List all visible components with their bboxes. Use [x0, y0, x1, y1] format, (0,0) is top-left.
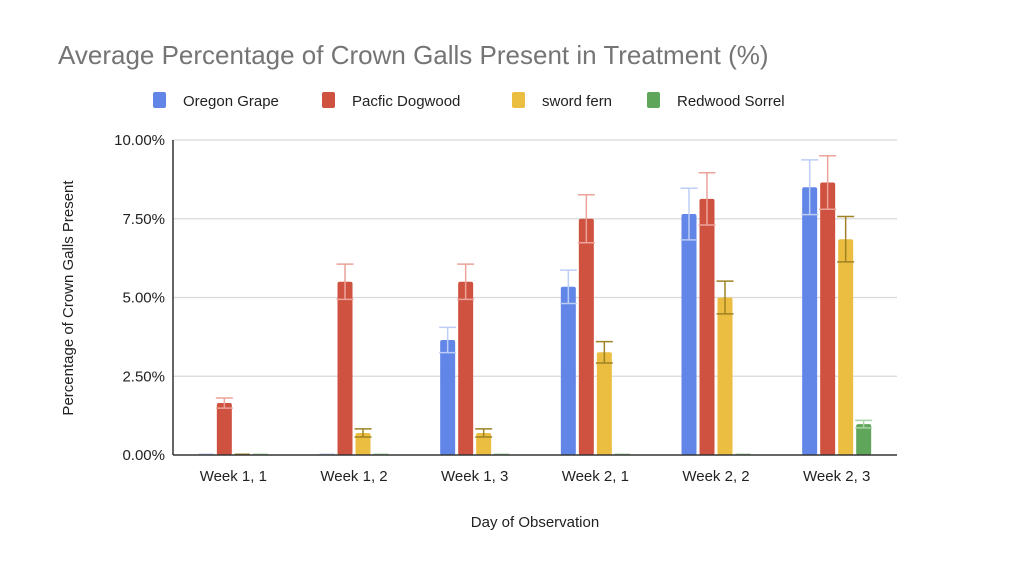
legend-item[interactable]: sword fern — [512, 92, 612, 110]
y-tick-label: 2.50% — [122, 368, 165, 385]
error-bar — [336, 263, 354, 301]
error-bar — [439, 326, 457, 354]
legend: Oregon Grape Pacfic Dogwood sword fern Redw… — [153, 92, 785, 110]
x-tick-label: Week 2, 3 — [803, 468, 870, 485]
y-tick-label: 0.00% — [122, 447, 165, 464]
bar-pacfic-dogwood — [578, 218, 594, 455]
legend-swatch — [153, 92, 166, 108]
bar-sword-fern — [355, 432, 371, 455]
x-tick-label: Week 2, 2 — [682, 468, 749, 485]
error-bar — [475, 428, 493, 438]
legend-label: sword fern — [542, 93, 612, 110]
bar-oregon-grape — [802, 187, 818, 455]
legend-label: Redwood Sorrel — [677, 93, 785, 110]
error-bar — [559, 269, 577, 305]
error-bar — [595, 340, 613, 364]
bar-oregon-grape — [440, 340, 456, 455]
y-tick-label: 7.50% — [122, 211, 165, 228]
gridlines — [173, 139, 897, 377]
error-bar — [837, 215, 855, 263]
legend-swatch — [647, 92, 660, 108]
x-tick-label: Week 1, 3 — [441, 468, 508, 485]
chart-title: Average Percentage of Crown Galls Presen… — [58, 40, 769, 70]
error-bar — [577, 194, 595, 244]
error-bar — [680, 187, 698, 241]
error-bar — [354, 428, 372, 438]
legend-item[interactable]: Redwood Sorrel — [647, 92, 785, 110]
bar-pacfic-dogwood — [458, 281, 474, 455]
y-axis-ticks: 0.00% 2.50% 5.00% 7.50% 10.00% — [114, 132, 165, 464]
error-bar — [215, 397, 233, 409]
bar-oregon-grape — [560, 286, 576, 455]
error-bar — [716, 280, 734, 315]
legend-label: Pacfic Dogwood — [352, 93, 460, 110]
legend-item[interactable]: Oregon Grape — [153, 92, 279, 110]
x-tick-label: Week 1, 2 — [320, 468, 387, 485]
error-bar — [855, 419, 873, 429]
error-bar — [819, 155, 837, 211]
error-bar — [457, 263, 475, 301]
error-bar — [698, 172, 716, 226]
x-tick-label: Week 2, 1 — [562, 468, 629, 485]
y-axis-title: Percentage of Crown Galls Present — [60, 180, 77, 416]
bar-pacfic-dogwood — [337, 281, 353, 455]
y-tick-label: 5.00% — [122, 290, 165, 307]
bar-pacfic-dogwood — [216, 403, 232, 455]
bar-pacfic-dogwood — [820, 182, 836, 455]
x-axis-ticks: Week 1, 1 Week 1, 2 Week 1, 3 Week 2, 1 Week… — [200, 468, 871, 485]
bar-oregon-grape — [681, 214, 697, 455]
x-tick-label: Week 1, 1 — [200, 468, 267, 485]
legend-swatch — [322, 92, 335, 108]
bar-redwood-sorrel — [856, 424, 872, 455]
bar-sword-fern — [717, 297, 733, 455]
legend-item[interactable]: Pacfic Dogwood — [322, 92, 460, 110]
bar-pacfic-dogwood — [699, 198, 715, 455]
bar-sword-fern — [596, 352, 612, 455]
error-bar — [801, 159, 819, 216]
legend-label: Oregon Grape — [183, 93, 279, 110]
bar-sword-fern — [838, 239, 854, 455]
legend-swatch — [512, 92, 525, 108]
x-axis-title: Day of Observation — [471, 514, 599, 531]
y-tick-label: 10.00% — [114, 132, 165, 149]
bar-sword-fern — [476, 432, 492, 455]
bars — [198, 155, 873, 455]
